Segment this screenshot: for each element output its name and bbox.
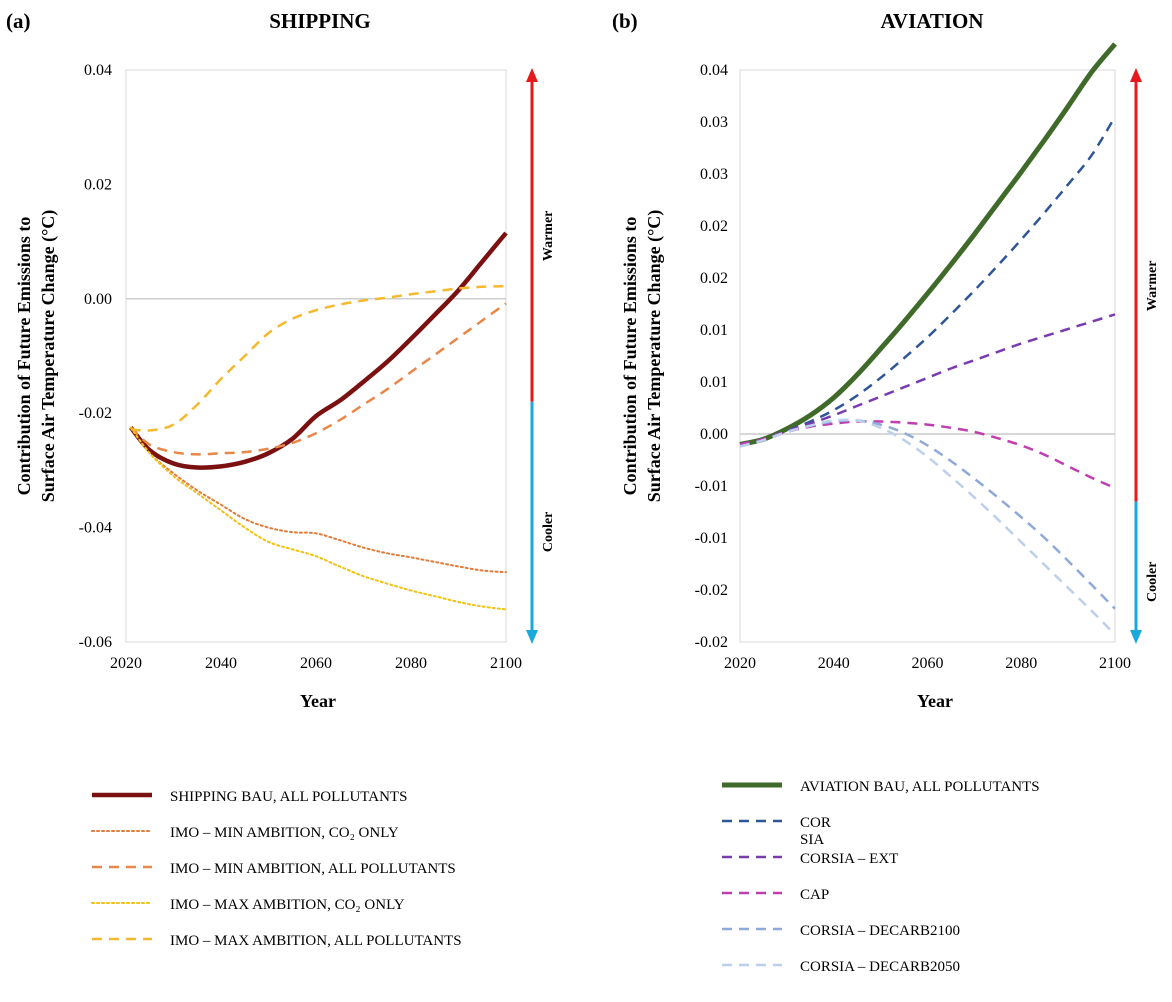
plot-area-aviation: 0.04 0.03 0.03 0.02 0.02 0.01 0.01 0.00 -0.01 -0.…: [695, 44, 1160, 672]
legend-item: SHIPPING BAU, ALL POLLUTANTS: [92, 789, 407, 805]
legend-label: IMO – MIN AMBITION, CO₂ ONLY: [170, 825, 399, 841]
y-tick-label: 0.04: [700, 62, 728, 79]
y-tick-label: 0.02: [700, 218, 728, 235]
legend-item: IMO – MAX AMBITION, CO₂ ONLY: [92, 897, 405, 913]
x-tick-label: 2100: [490, 655, 522, 672]
y-tick-label: 0.04: [84, 62, 112, 79]
legend-shipping: SHIPPING BAU, ALL POLLUTANTS IMO – MIN AM…: [92, 789, 462, 949]
series-line-imo-max-ambition-all-pollutants: [131, 286, 506, 430]
legend-aviation: AVIATION BAU, ALL POLLUTANTSCORSIACORSIA…: [722, 779, 1040, 975]
cooler-arrow-head: [1130, 630, 1142, 644]
series-line-aviation-bau-all-pollutants: [740, 44, 1115, 444]
x-axis-title-b: Year: [917, 691, 953, 711]
x-tick-label: 2020: [724, 655, 756, 672]
warmer-arrow-head: [526, 68, 538, 82]
warmer-label: Warmer: [541, 211, 556, 262]
series-line-corsia: [740, 117, 1115, 445]
x-tick-label: 2020: [110, 655, 142, 672]
x-tick-label: 2080: [395, 655, 427, 672]
cooler-arrow-head: [526, 630, 538, 644]
y-tick-label: -0.02: [695, 582, 728, 599]
panel-label-a: (a): [6, 9, 31, 33]
y-tick-label: 0.01: [700, 322, 728, 339]
legend-item: CORSIA – EXT: [722, 851, 898, 867]
y-tick-label: 0.02: [700, 270, 728, 287]
y-axis-label-a-line1: Contribution of Future Emissions to: [14, 217, 34, 496]
warmer-label: Warmer: [1145, 261, 1160, 312]
series-line-shipping-bau-all-pollutants: [131, 233, 506, 468]
warmer-cooler-arrow: Warmer Cooler: [1130, 68, 1160, 644]
legend-item: CORSIA: [722, 815, 831, 848]
chart-title-aviation: AVIATION: [880, 9, 983, 33]
legend-label: SHIPPING BAU, ALL POLLUTANTS: [170, 789, 407, 805]
x-tick-label: 2080: [1005, 655, 1037, 672]
legend-label: IMO – MAX AMBITION, CO₂ ONLY: [170, 897, 405, 913]
y-tick-label: -0.04: [79, 520, 112, 537]
y-tick-label: 0.00: [700, 426, 728, 443]
chart-title-shipping: SHIPPING: [269, 9, 371, 33]
y-axis-label-b-line2: Surface Air Temperature Change (°C): [644, 210, 665, 503]
shipping-panel: (a) SHIPPING Contribution of Future Emis…: [6, 9, 371, 711]
y-tick-label: -0.06: [79, 634, 112, 651]
legend-item: IMO – MIN AMBITION, ALL POLLUTANTS: [92, 861, 456, 877]
y-tick-label: 0.02: [84, 176, 112, 193]
legend-label: IMO – MIN AMBITION, ALL POLLUTANTS: [170, 861, 456, 877]
x-tick-label: 2040: [205, 655, 237, 672]
x-axis-title-a: Year: [300, 691, 336, 711]
y-axis-label-b-line1: Contribution of Future Emissions to: [620, 217, 640, 496]
aviation-panel: (b) AVIATION Contribution of Future Emis…: [612, 9, 984, 711]
y-tick-label: -0.01: [695, 478, 728, 495]
y-tick-label: -0.02: [79, 405, 112, 422]
legend-item: IMO – MIN AMBITION, CO₂ ONLY: [92, 825, 399, 841]
cooler-label: Cooler: [541, 512, 556, 552]
series-line-imo-max-ambition-co-only: [131, 428, 506, 610]
y-tick-label: 0.03: [700, 114, 728, 131]
plot-frame: [740, 70, 1115, 642]
x-tick-label: 2060: [912, 655, 944, 672]
series-line-imo-min-ambition-all-pollutants: [131, 303, 506, 454]
y-tick-label: 0.03: [700, 166, 728, 183]
warmer-arrow-head: [1130, 68, 1142, 82]
series-line-cap: [740, 421, 1115, 488]
legend-label: CAP: [800, 887, 829, 903]
legend-label: CORSIA – DECARB2100: [800, 923, 960, 939]
plot-area-shipping: 0.04 0.02 0.00 -0.02 -0.04 -0.06 2020 2040 2060 2…: [79, 62, 556, 672]
x-tick-label: 2040: [818, 655, 850, 672]
y-tick-label: 0.00: [84, 291, 112, 308]
y-tick-label: -0.01: [695, 530, 728, 547]
legend-item: IMO – MAX AMBITION, ALL POLLUTANTS: [92, 933, 462, 949]
cooler-label: Cooler: [1145, 562, 1160, 602]
legend-item: CORSIA – DECARB2100: [722, 923, 960, 939]
x-tick-label: 2100: [1099, 655, 1131, 672]
y-axis-label-a-line2: Surface Air Temperature Change (°C): [38, 210, 59, 503]
y-tick-label: 0.01: [700, 374, 728, 391]
legend-label: CORSIA – DECARB2050: [800, 959, 960, 975]
legend-item: AVIATION BAU, ALL POLLUTANTS: [722, 779, 1040, 795]
legend-item: CORSIA – DECARB2050: [722, 959, 960, 975]
legend-label: CORSIA – EXT: [800, 851, 898, 867]
legend-item: CAP: [722, 887, 829, 903]
series-line-imo-min-ambition-co-only: [131, 428, 506, 573]
legend-label: COR: [800, 815, 831, 831]
x-tick-label: 2060: [300, 655, 332, 672]
y-tick-label: -0.02: [695, 634, 728, 651]
legend-label: SIA: [800, 832, 824, 848]
legends: SHIPPING BAU, ALL POLLUTANTS IMO – MIN AM…: [92, 779, 1040, 975]
panel-label-b: (b): [612, 9, 638, 33]
legend-label: IMO – MAX AMBITION, ALL POLLUTANTS: [170, 933, 462, 949]
legend-label: AVIATION BAU, ALL POLLUTANTS: [800, 779, 1040, 795]
warmer-cooler-arrow: Warmer Cooler: [526, 68, 556, 644]
series-line-corsia-decarb2050: [740, 420, 1115, 635]
